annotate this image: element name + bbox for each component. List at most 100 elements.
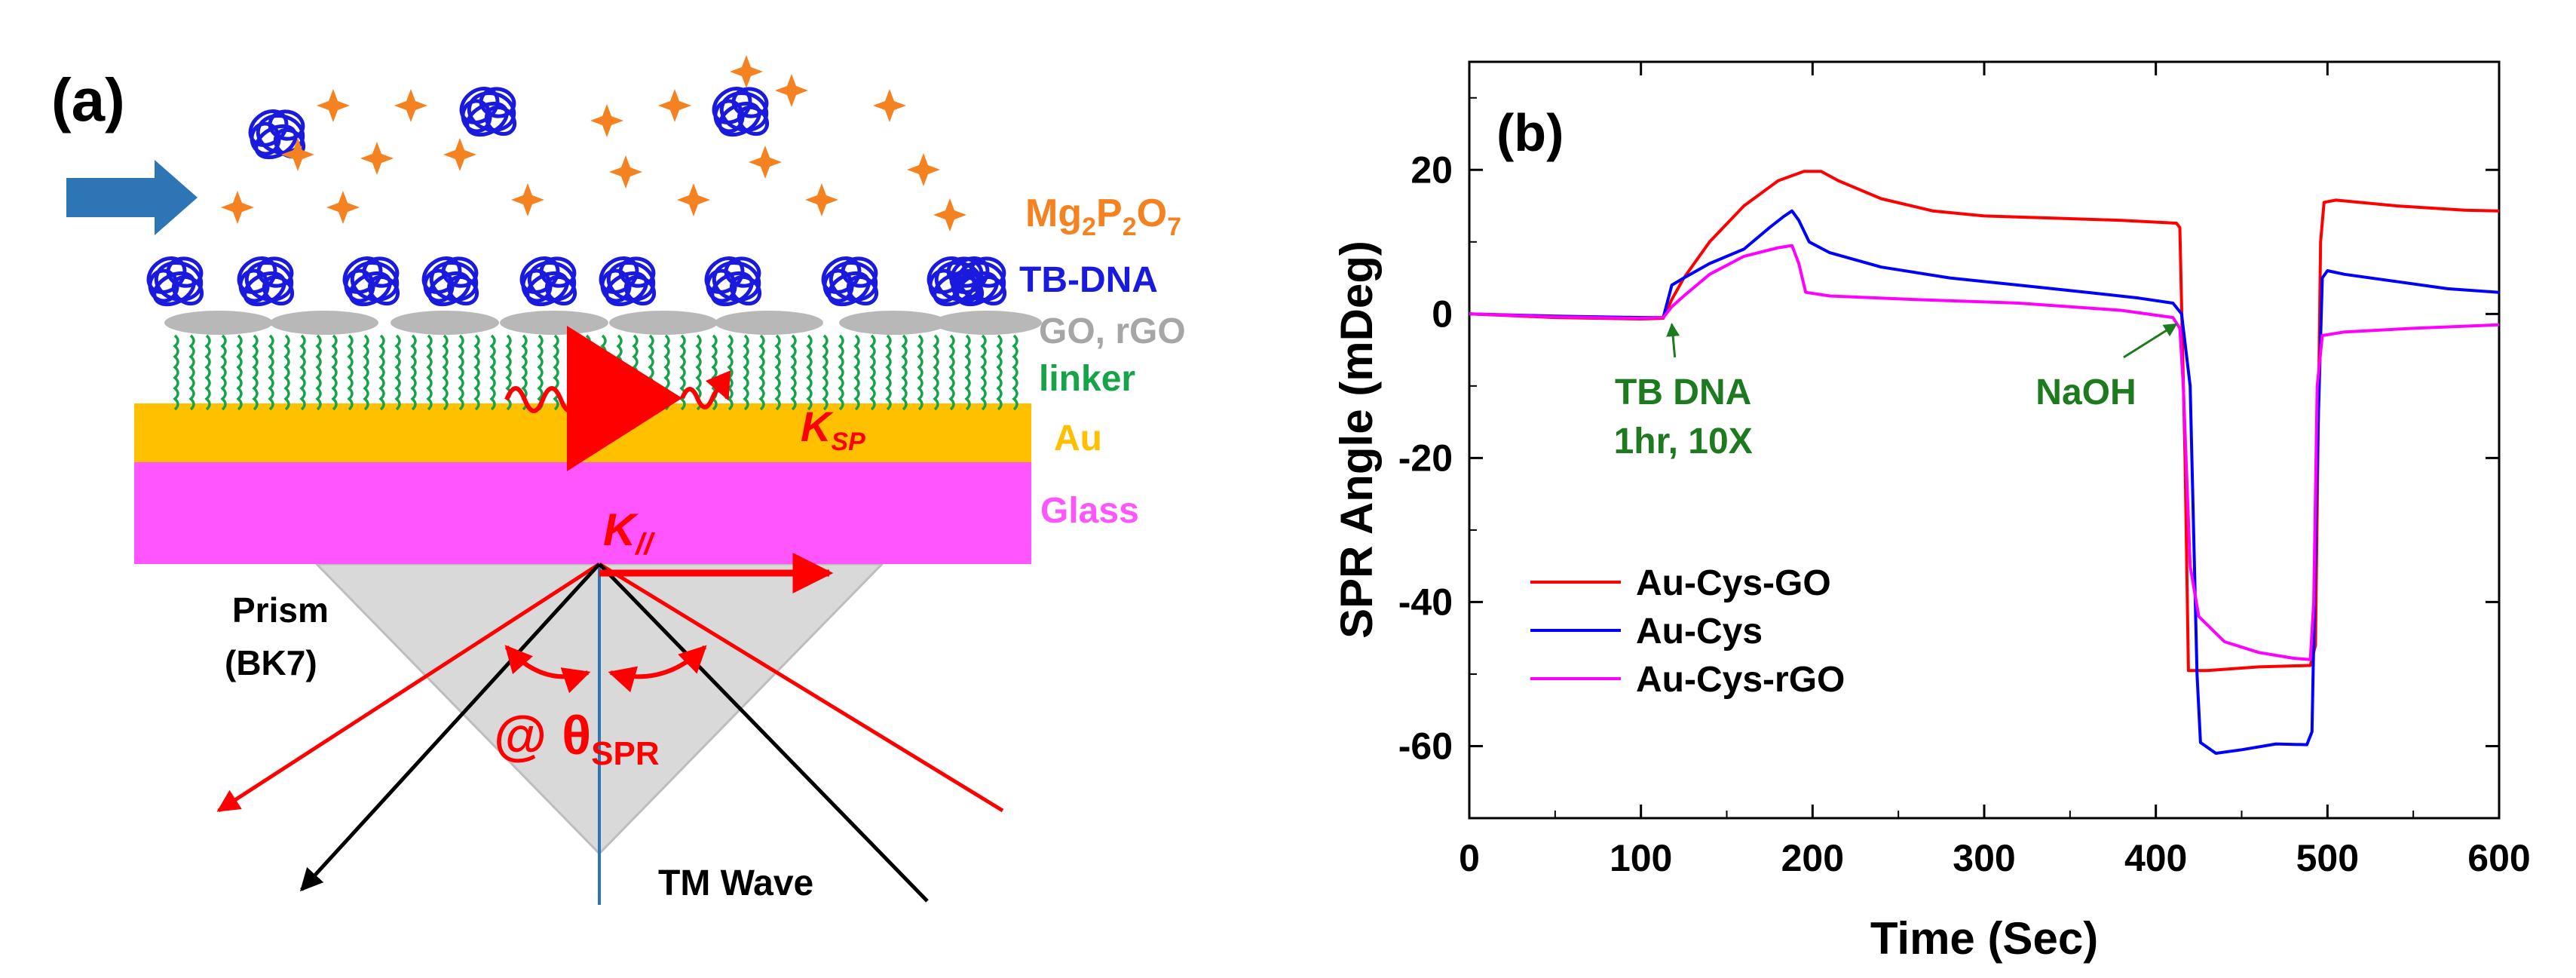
linker-icon xyxy=(537,334,544,411)
linker-icon xyxy=(252,334,259,411)
star-icon xyxy=(907,153,940,186)
linker-icon xyxy=(806,334,813,411)
star-icon xyxy=(658,89,691,122)
panel-b-label: (b) xyxy=(1496,103,1564,162)
legend-label: Au-Cys-rGO xyxy=(1636,660,1845,700)
linker-icon xyxy=(822,334,829,411)
mg-label: Mg2P2O7 xyxy=(1025,192,1181,241)
star-icon xyxy=(873,89,906,122)
legend-label: Au-Cys xyxy=(1636,612,1763,651)
series-line-au-cys-rgo xyxy=(1469,244,2499,661)
bound-dna-group xyxy=(146,256,1007,307)
reflected-black-ray xyxy=(299,563,601,892)
free-dna-icon xyxy=(712,87,770,137)
go-sheet-icon xyxy=(839,311,948,335)
glass-label: Glass xyxy=(1040,491,1139,531)
linker-icon xyxy=(410,334,417,411)
star-icon xyxy=(730,55,763,88)
series-group xyxy=(1469,170,2499,755)
free-dna-icon xyxy=(459,87,517,137)
star-icon xyxy=(775,74,808,107)
star-icon xyxy=(443,138,476,171)
tm-wave-label: TM Wave xyxy=(658,863,813,903)
linker-icon xyxy=(236,334,243,411)
bound-dna-icon xyxy=(237,256,295,307)
linker-icon xyxy=(901,334,908,411)
linker-icon xyxy=(173,334,179,411)
x-tick-label: 100 xyxy=(1610,837,1672,879)
angle-arc-right xyxy=(608,645,707,693)
linker-icon xyxy=(948,334,955,411)
y-tick-label: 0 xyxy=(1432,293,1453,335)
go-sheet-icon xyxy=(933,311,1042,335)
linker-icon xyxy=(758,334,765,411)
angle-arc-left xyxy=(504,645,591,694)
y-tick-label: -20 xyxy=(1398,437,1453,479)
go-label: GO, rGO xyxy=(1039,311,1186,351)
y-tick-label: 20 xyxy=(1411,149,1453,191)
linker-icon xyxy=(838,334,844,411)
linker-icon xyxy=(473,334,480,411)
x-tick-label: 200 xyxy=(1781,837,1844,879)
linker-icon xyxy=(885,334,892,411)
linker-label: linker xyxy=(1039,359,1135,399)
linker-icon xyxy=(331,334,338,411)
linker-group xyxy=(173,334,1018,411)
linker-icon xyxy=(933,334,939,411)
linker-icon xyxy=(204,334,211,411)
linker-icon xyxy=(1012,334,1018,411)
bound-dna-icon xyxy=(949,256,1007,307)
linker-icon xyxy=(980,334,987,411)
go-sheet-icon xyxy=(391,311,499,335)
star-icon xyxy=(360,142,394,175)
linker-icon xyxy=(315,334,322,411)
linker-icon xyxy=(268,334,274,411)
linker-icon xyxy=(299,334,306,411)
y-axis-title: SPR Angle (mDeg) xyxy=(1331,241,1382,639)
x-tick-label: 600 xyxy=(2467,837,2530,879)
annotation-arrow xyxy=(2123,323,2178,359)
prism-label: Prism xyxy=(232,590,329,630)
bound-dna-icon xyxy=(704,256,762,307)
star-icon xyxy=(805,183,838,216)
linker-icon xyxy=(917,334,924,411)
x-tick-label: 400 xyxy=(2124,837,2187,879)
legend: Au-Cys-GO Au-Cys Au-Cys-rGO xyxy=(1530,563,1845,700)
star-icon xyxy=(609,155,642,189)
star-icon xyxy=(933,198,966,231)
linker-icon xyxy=(964,334,971,411)
x-tick-label: 500 xyxy=(2296,837,2359,879)
annotation-arrow xyxy=(1666,323,1680,358)
annotation-text: 1hr, 10X xyxy=(1614,422,1753,461)
linker-icon xyxy=(458,334,464,411)
linker-icon xyxy=(743,334,749,411)
star-icon xyxy=(749,146,782,179)
linker-icon xyxy=(283,334,290,411)
axis-ticks: 0 100 200 300 400 500 600 -60 -40 -20 0 20 xyxy=(1398,62,2531,879)
x-tick-label: 300 xyxy=(1953,837,2015,879)
linker-icon xyxy=(727,334,734,411)
kpar-label: K// xyxy=(603,504,655,561)
annotation-text: NaOH xyxy=(2035,372,2136,412)
linker-icon xyxy=(188,334,195,411)
panel-b-chart: 0 100 200 300 400 500 600 -60 -40 -20 0 20 TB DNA 1h… xyxy=(1331,60,2531,964)
bound-dna-icon xyxy=(421,256,479,307)
go-sheet-icon xyxy=(164,311,273,335)
panel-a-label: (a) xyxy=(51,66,125,133)
star-icon xyxy=(281,138,314,171)
surface-plasmon-triangle xyxy=(567,326,682,471)
glass-layer xyxy=(134,462,1031,564)
flow-arrow-icon xyxy=(66,160,198,235)
linker-icon xyxy=(363,334,369,411)
go-sheet-group xyxy=(164,311,1042,335)
linker-icon xyxy=(853,334,860,411)
go-sheet-icon xyxy=(609,311,718,335)
linker-icon xyxy=(489,334,496,411)
linker-icon xyxy=(553,334,559,411)
linker-icon xyxy=(790,334,797,411)
free-dna-group xyxy=(248,87,770,160)
bound-dna-icon xyxy=(342,256,400,307)
legend-label: Au-Cys-GO xyxy=(1636,563,1831,603)
go-sheet-icon xyxy=(715,311,823,335)
